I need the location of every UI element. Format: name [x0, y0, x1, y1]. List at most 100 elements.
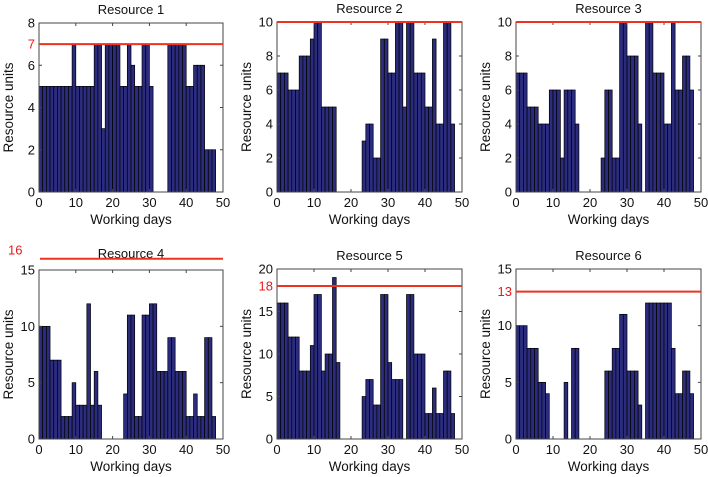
- bar-day-15: [571, 89, 576, 193]
- bar-day-27: [138, 86, 143, 193]
- bar-day-40: [663, 123, 669, 193]
- bar-day-12: [82, 404, 88, 440]
- y-tick-label: 6: [266, 83, 273, 98]
- bar-day-38: [178, 371, 183, 440]
- bar-day-43: [435, 413, 441, 440]
- bar-day-7: [541, 381, 546, 440]
- bar-day-40: [185, 86, 191, 193]
- bar-day-32: [634, 370, 639, 440]
- bar-day-41: [667, 123, 672, 193]
- bar-day-5: [295, 89, 300, 193]
- bar-day-47: [211, 416, 216, 440]
- bar-day-42: [193, 393, 198, 440]
- bar-day-8: [545, 123, 550, 193]
- bar-day-46: [685, 55, 691, 193]
- bar-day-15: [332, 277, 337, 440]
- bar-day-30: [149, 303, 154, 440]
- x-tick-label: 50: [216, 442, 230, 457]
- capacity-label: 18: [259, 279, 273, 294]
- x-tick-label: 10: [69, 195, 83, 210]
- bar-day-2: [284, 302, 289, 440]
- bar-day-29: [383, 38, 389, 193]
- y-tick-label: 0: [505, 432, 512, 447]
- x-tick-label: 50: [216, 195, 230, 210]
- plot-frame: [515, 268, 702, 440]
- x-tick-label: 10: [546, 195, 560, 210]
- bar-day-46: [207, 149, 213, 193]
- bar-day-36: [171, 43, 176, 193]
- bar-day-35: [645, 21, 650, 193]
- y-axis-label: Resource units: [1, 62, 16, 152]
- x-tick-label: 30: [142, 195, 156, 210]
- bar-day-46: [446, 370, 452, 440]
- bar-day-46: [685, 370, 691, 440]
- bar-day-25: [608, 89, 613, 193]
- bar-day-5: [534, 106, 539, 193]
- bar-day-30: [149, 86, 154, 193]
- bar-day-38: [656, 302, 661, 440]
- bar-day-42: [193, 64, 198, 193]
- x-tick-label: 0: [35, 442, 42, 457]
- bar-day-12: [321, 370, 326, 440]
- bar-day-9: [548, 89, 554, 193]
- bar-day-38: [417, 72, 422, 193]
- bar-day-29: [622, 313, 628, 440]
- bar-day-13: [86, 86, 91, 193]
- x-axis-label: Working days: [568, 212, 650, 227]
- bar-day-4: [530, 347, 535, 440]
- bar-day-40: [663, 302, 669, 440]
- y-tick-label: 2: [28, 142, 35, 157]
- chart-panel-resource-4: Resource 4 Working days Resource units 0…: [1, 243, 230, 474]
- bar-day-35: [167, 43, 172, 193]
- bar-day-9: [71, 382, 77, 440]
- y-tick-label: 0: [28, 432, 35, 447]
- bar-day-36: [648, 21, 654, 193]
- y-tick-label: 5: [505, 375, 512, 390]
- x-tick-label: 0: [273, 195, 280, 210]
- y-axis-label: Resource units: [478, 62, 493, 152]
- x-axis-label: Working days: [568, 459, 650, 474]
- bar-day-28: [380, 294, 385, 440]
- bar-day-15: [571, 347, 576, 440]
- x-tick-label: 20: [105, 442, 119, 457]
- bar-day-5: [57, 86, 62, 193]
- y-tick-label: 2: [266, 151, 273, 166]
- bar-day-42: [671, 21, 676, 193]
- bar-day-27: [376, 157, 381, 193]
- bar-day-10: [75, 86, 80, 193]
- bar-day-26: [134, 86, 139, 193]
- bar-day-42: [432, 387, 437, 440]
- bar-day-33: [398, 379, 404, 440]
- bar-day-9: [71, 43, 77, 193]
- bar-day-28: [619, 21, 624, 193]
- bar-day-43: [196, 416, 202, 440]
- bar-day-33: [637, 404, 643, 440]
- bar-day-39: [420, 72, 426, 193]
- bar-day-24: [126, 314, 132, 440]
- y-tick-label: 0: [266, 432, 273, 447]
- bar-day-3: [49, 359, 55, 440]
- bar-day-44: [439, 123, 444, 193]
- x-tick-label: 10: [69, 442, 83, 457]
- bar-day-37: [174, 371, 180, 440]
- bar-day-0: [276, 302, 282, 440]
- bar-day-41: [189, 86, 194, 193]
- y-tick-label: 4: [28, 100, 35, 115]
- y-tick-label: 8: [505, 49, 512, 64]
- bar-day-16: [335, 362, 341, 440]
- bar-day-8: [306, 55, 311, 193]
- bar-series: [38, 303, 216, 440]
- bar-day-6: [537, 123, 543, 193]
- x-tick-label: 40: [179, 195, 193, 210]
- bar-series: [276, 277, 455, 440]
- y-axis-label: Resource units: [239, 62, 254, 152]
- bar-day-16: [97, 404, 102, 440]
- x-axis-label: Working days: [329, 459, 411, 474]
- bar-day-43: [674, 89, 680, 193]
- y-tick-label: 8: [28, 16, 35, 31]
- bar-day-3: [287, 336, 293, 440]
- x-tick-label: 30: [381, 442, 395, 457]
- bar-day-16: [97, 43, 102, 193]
- bar-day-25: [608, 370, 613, 440]
- bar-day-7: [64, 86, 69, 193]
